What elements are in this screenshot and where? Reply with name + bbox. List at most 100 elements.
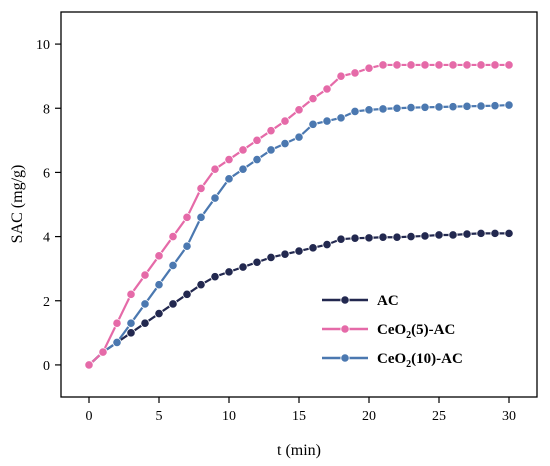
point-ac-19 — [350, 233, 360, 243]
point-ceo2-5-ac-24 — [420, 60, 430, 70]
point-ac-26 — [448, 230, 458, 240]
x-tick-label-0: 0 — [86, 409, 93, 424]
y-tick-label-2: 2 — [43, 295, 50, 310]
point-ceo2-5-ac-6 — [168, 231, 178, 242]
y-axis: 0 2 4 6 8 10 — [36, 38, 61, 374]
point-ceo2-10-ac-20 — [364, 105, 374, 115]
point-ceo2-5-ac-1 — [98, 347, 108, 357]
point-ac-16 — [308, 243, 318, 253]
point-ceo2-5-ac-2 — [112, 318, 122, 328]
point-ceo2-5-ac-21 — [378, 60, 388, 70]
point-ac-6 — [168, 299, 178, 309]
legend-item-ceo2-5-ac: CeO2(5)-AC — [322, 322, 455, 341]
point-ceo2-5-ac-10 — [224, 154, 234, 165]
point-ceo2-5-ac-19 — [350, 68, 360, 78]
point-ceo2-10-ac-30 — [504, 100, 514, 110]
point-ceo2-5-ac-8 — [196, 183, 206, 194]
point-ceo2-5-ac-26 — [448, 60, 458, 70]
point-ac-5 — [154, 308, 164, 319]
plot-area-frame — [60, 11, 538, 398]
point-ceo2-10-ac-2 — [112, 337, 122, 348]
point-ceo2-5-ac-22 — [392, 60, 402, 70]
point-ceo2-5-ac-0 — [84, 360, 94, 370]
point-ac-22 — [392, 232, 402, 242]
x-tick-label-25: 25 — [432, 409, 446, 424]
point-ceo2-10-ac-29 — [490, 101, 500, 111]
x-tick-label-15: 15 — [292, 409, 306, 424]
point-ceo2-10-ac-9 — [210, 193, 220, 203]
y-tick-label-10: 10 — [36, 38, 50, 53]
series-layer — [84, 60, 514, 370]
y-tick-label-0: 0 — [43, 359, 50, 374]
point-ceo2-5-ac-14 — [280, 116, 290, 126]
point-ceo2-5-ac-23 — [406, 60, 416, 70]
x-tick-label-10: 10 — [222, 409, 236, 424]
point-ceo2-10-ac-17 — [322, 116, 332, 126]
point-ac-3 — [126, 328, 136, 338]
point-ceo2-10-ac-8 — [196, 212, 206, 222]
point-ceo2-5-ac-17 — [322, 84, 332, 94]
point-ac-4 — [140, 318, 150, 328]
point-ac-9 — [210, 272, 220, 282]
point-ceo2-10-ac-12 — [252, 154, 262, 165]
point-ceo2-10-ac-22 — [392, 103, 402, 113]
point-ceo2-5-ac-3 — [126, 289, 136, 299]
point-ceo2-5-ac-25 — [434, 60, 444, 70]
point-ac-11 — [238, 262, 248, 272]
point-ac-21 — [378, 232, 388, 242]
point-ac-12 — [252, 257, 262, 267]
point-ac-8 — [196, 280, 206, 290]
point-ac-7 — [182, 289, 192, 299]
x-tick-label-5: 5 — [156, 409, 163, 424]
point-ceo2-5-ac-30 — [504, 60, 514, 70]
point-ac-20 — [364, 233, 374, 243]
series-ceo2-10-ac — [84, 100, 514, 370]
point-ceo2-10-ac-6 — [168, 260, 178, 271]
point-ac-29 — [490, 228, 500, 238]
point-ceo2-10-ac-24 — [420, 102, 430, 112]
point-ac-23 — [406, 231, 416, 242]
point-ceo2-10-ac-11 — [238, 164, 248, 174]
point-ceo2-5-ac-13 — [266, 126, 276, 136]
point-ceo2-10-ac-3 — [126, 318, 136, 328]
point-ceo2-10-ac-23 — [406, 103, 416, 113]
point-ceo2-5-ac-4 — [140, 270, 150, 280]
point-ceo2-5-ac-15 — [294, 105, 304, 115]
point-ceo2-5-ac-27 — [462, 60, 472, 70]
legend-item-ceo2-10-ac: CeO2(10)-AC — [322, 351, 463, 370]
point-ceo2-5-ac-7 — [182, 212, 192, 222]
y-tick-label-6: 6 — [43, 166, 50, 181]
point-ceo2-10-ac-19 — [350, 106, 360, 117]
point-ceo2-10-ac-4 — [140, 299, 150, 309]
y-axis-title: SAC (mg/g) — [9, 165, 26, 244]
legend-marker-ac — [340, 295, 350, 305]
legend: AC CeO2(5)-AC CeO2(10)-AC — [322, 293, 463, 370]
legend-label-ac: AC — [377, 293, 399, 309]
point-ceo2-5-ac-28 — [476, 60, 486, 70]
point-ceo2-5-ac-18 — [336, 71, 346, 81]
x-axis: 0 5 10 15 20 25 30 — [86, 397, 516, 424]
point-ceo2-10-ac-13 — [266, 145, 276, 155]
point-ceo2-10-ac-10 — [224, 174, 234, 184]
point-ceo2-10-ac-18 — [336, 113, 346, 123]
point-ceo2-5-ac-20 — [364, 63, 374, 73]
point-ac-14 — [280, 249, 290, 259]
legend-label-ceo2-5-ac: CeO2(5)-AC — [377, 322, 455, 341]
point-ceo2-10-ac-5 — [154, 280, 164, 290]
legend-marker-ceo2-5-ac — [340, 324, 350, 334]
series-ceo2-5-ac — [84, 60, 514, 370]
point-ac-15 — [294, 246, 304, 256]
point-ceo2-10-ac-15 — [294, 132, 304, 142]
x-tick-label-20: 20 — [362, 409, 376, 424]
point-ac-25 — [434, 230, 444, 240]
legend-marker-ceo2-10-ac — [340, 353, 350, 363]
point-ceo2-10-ac-7 — [182, 241, 192, 251]
point-ac-30 — [504, 228, 514, 238]
point-ceo2-10-ac-25 — [434, 102, 444, 112]
point-ceo2-10-ac-21 — [378, 104, 388, 114]
point-ac-27 — [462, 229, 472, 239]
y-tick-label-8: 8 — [43, 102, 50, 117]
point-ceo2-5-ac-11 — [238, 145, 248, 155]
legend-item-ac: AC — [322, 293, 399, 309]
